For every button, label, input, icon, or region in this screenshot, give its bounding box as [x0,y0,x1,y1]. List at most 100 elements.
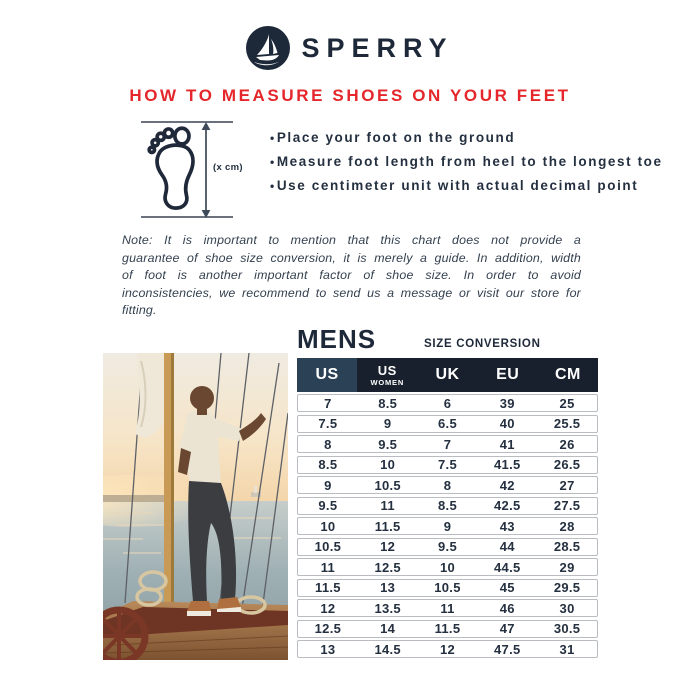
table-cell: 7 [443,436,452,452]
table-cell: 28 [559,518,575,534]
table-cell: 12 [380,539,396,554]
table-cell: 11.5 [315,580,341,595]
instruction-text: Measure foot length from heel to the lon… [276,154,663,169]
table-cell: 7.5 [318,416,338,431]
table-cell: 27.5 [553,498,581,513]
table-row: 10 11.5 9 43 28 [297,517,598,535]
table-cell: 9 [324,477,332,493]
table-cell: 26.5 [553,457,581,472]
bottom-measure-line [141,216,233,218]
measure-section: (x cm) • Place your foot on the ground •… [141,116,663,222]
table-cell: 39 [499,395,515,411]
instruction-item: • Place your foot on the ground [270,130,663,154]
table-row: 7 8.5 6 39 25 [297,394,598,412]
table-cell: 11 [380,498,395,513]
table-cell: 25.5 [553,416,581,431]
measure-unit-label: (x cm) [213,162,243,173]
table-cell: 10.5 [314,539,342,554]
footprint-icon [147,126,195,210]
section-title-mens: MENS [297,324,377,354]
foot-measure-diagram: (x cm) [141,116,243,222]
table-cell: 11.5 [374,518,401,534]
table-cell: 43 [499,518,515,534]
table-cell: 10.5 [374,477,401,493]
page-title: HOW TO MEASURE SHOES ON YOUR FEET [129,86,571,105]
bullet-icon: • [270,155,276,169]
instruction-text: Place your foot on the ground [276,130,516,145]
table-cell: 8.5 [438,498,457,513]
table-row: 10.5 12 9.5 44 28.5 [297,537,598,556]
instruction-item: • Measure foot length from heel to the l… [270,154,663,178]
bullet-icon: • [270,179,276,193]
table-header-row: US US WOMEN UK EU CM [297,358,598,392]
table-cell: 31 [559,641,575,657]
section-subtitle: SIZE CONVERSION [424,338,541,350]
table-cell: 10 [380,457,396,472]
table-cell: 12 [439,641,456,657]
table-cell: 10 [439,559,456,575]
table-row: 13 14.5 12 47.5 31 [297,640,598,658]
table-cell: 13 [380,580,396,595]
table-row: 9 10.5 8 42 27 [297,476,598,494]
table-cell: 10 [320,518,336,534]
disclaimer-note: Note: It is important to mention that th… [122,233,581,318]
brand-logo: SPERRY [0,26,700,70]
table-cell: 6.5 [438,416,457,431]
table-cell: 26 [559,436,575,452]
table-cell: 10.5 [434,580,461,595]
table-cell: 30 [559,600,575,616]
table-cell: 46 [499,600,515,616]
column-header-us: US [297,358,358,392]
table-row: 11.5 13 10.5 45 29.5 [297,578,598,597]
table-cell: 40 [499,416,515,431]
table-cell: 12 [320,600,336,616]
size-conversion-table: US US WOMEN UK EU CM 7 8.5 6 39 25 7.5 9 6.5 40 2… [297,358,598,658]
table-cell: 44 [499,539,515,554]
table-cell: 41 [499,436,515,452]
sailboat-scene [103,353,288,660]
table-cell: 14 [380,621,396,636]
table-cell: 47.5 [494,641,521,657]
table-cell: 47 [499,621,515,636]
table-row: 8.5 10 7.5 41.5 26.5 [297,455,598,474]
table-row: 9.5 11 8.5 42.5 27.5 [297,496,598,515]
table-cell: 12.5 [314,621,342,636]
table-cell: 27 [559,477,575,493]
instruction-list: • Place your foot on the ground • Measur… [270,130,663,202]
table-cell: 7.5 [438,457,457,472]
table-cell: 42 [499,477,515,493]
table-cell: 9 [383,416,392,431]
table-row: 11 12.5 10 44.5 29 [297,558,598,576]
table-cell: 8 [443,477,452,493]
table-cell: 9.5 [438,539,457,554]
table-cell: 7 [324,395,332,411]
column-header-uk: UK [435,366,460,383]
table-cell: 9.5 [318,498,338,513]
table-cell: 29 [559,559,575,575]
table-cell: 42.5 [494,498,521,513]
instruction-item: • Use centimeter unit with actual decima… [270,178,663,202]
table-cell: 41.5 [494,457,521,472]
table-cell: 9.5 [378,436,398,452]
table-cell: 30.5 [553,621,581,636]
table-cell: 6 [443,395,452,411]
bullet-icon: • [270,131,276,145]
column-header-cm: CM [554,366,581,383]
table-cell: 12.5 [374,559,401,575]
table-cell: 13.5 [374,600,401,616]
table-cell: 11 [440,600,455,616]
table-cell: 8.5 [378,395,398,411]
table-cell: 29.5 [553,580,581,595]
table-row: 12 13.5 11 46 30 [297,599,598,617]
brand-name: SPERRY [301,32,454,63]
measure-arrow-icon [201,122,211,218]
lifestyle-photo [103,353,288,660]
table-row: 12.5 14 11.5 47 30.5 [297,619,598,638]
table-cell: 9 [443,518,452,534]
column-header-eu: EU [496,366,520,383]
sailboat-icon [246,26,291,70]
table-cell: 28.5 [553,539,581,554]
table-row: 7.5 9 6.5 40 25.5 [297,414,598,433]
table-cell: 13 [320,641,336,657]
